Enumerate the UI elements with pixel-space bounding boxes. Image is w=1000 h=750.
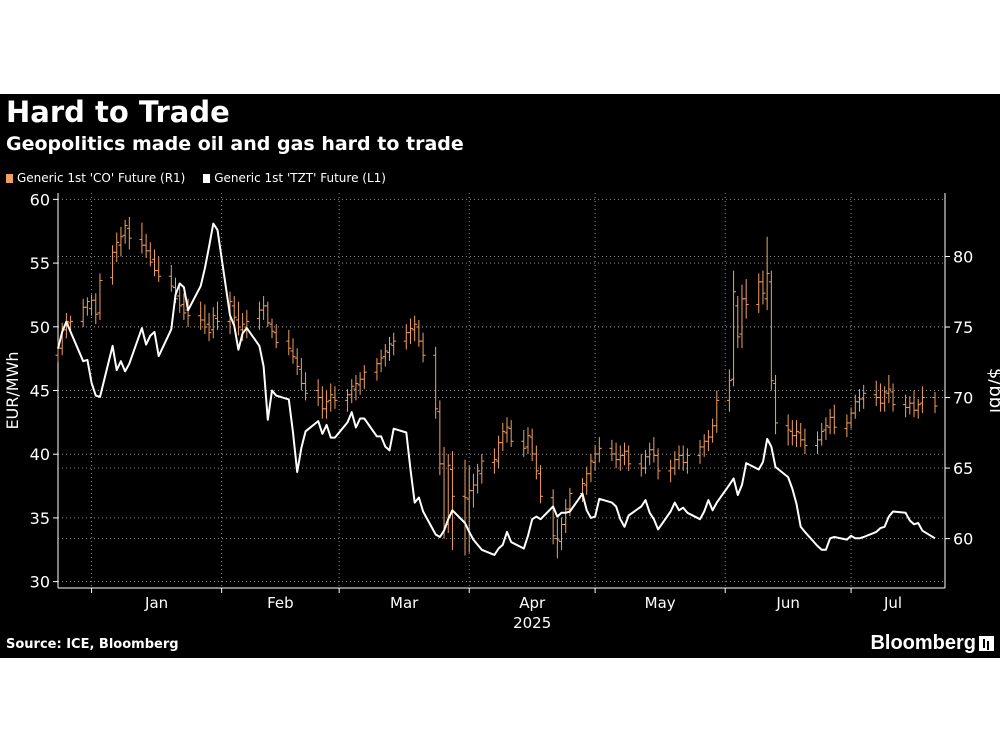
chart-title: Hard to Trade <box>6 95 230 129</box>
x-tick-label: Apr <box>519 594 546 612</box>
y-left-tick-label: 35 <box>30 509 50 528</box>
legend-item-tzt: Generic 1st 'TZT' Future (L1) <box>203 169 386 187</box>
bloomberg-icon <box>979 636 994 652</box>
legend-label-co: Generic 1st 'CO' Future (R1) <box>17 171 186 185</box>
x-tick-label: Jul <box>883 594 902 612</box>
y-left-tick-label: 30 <box>30 573 50 592</box>
legend-swatch-co <box>6 174 13 183</box>
y-right-tick-label: 70 <box>953 389 973 408</box>
y-left-tick-label: 45 <box>30 382 50 401</box>
x-tick-label: Mar <box>390 594 419 612</box>
y-left-axis-title: EUR/MWh <box>3 351 22 429</box>
legend-item-co: Generic 1st 'CO' Future (R1) <box>6 169 185 187</box>
y-left-tick-label: 40 <box>30 445 50 464</box>
series-line-tzt <box>57 222 936 556</box>
y-left-tick-label: 55 <box>30 254 50 273</box>
y-right-tick-label: 75 <box>953 318 973 337</box>
y-right-tick-label: 80 <box>953 247 973 266</box>
y-right-tick-label: 65 <box>953 459 973 478</box>
legend-swatch-tzt <box>203 174 211 183</box>
legend-label-tzt: Generic 1st 'TZT' Future (L1) <box>214 171 386 185</box>
x-tick-label: May <box>645 594 676 612</box>
x-tick-label: Feb <box>267 594 294 612</box>
y-left-tick-label: 60 <box>30 190 50 209</box>
y-right-tick-label: 60 <box>953 530 973 549</box>
y-left-tick-label: 50 <box>30 318 50 337</box>
source-note: Source: ICE, Bloomberg <box>6 637 179 652</box>
bloomberg-logo: Bloomberg <box>870 632 994 654</box>
chart-plot: 30 35 40 45 50 55 60 60 65 70 75 80 Jan Feb Mar Apr May J… <box>3 190 1000 629</box>
brand-text: Bloomberg <box>870 632 976 654</box>
x-year-label: 2025 <box>513 614 551 629</box>
chart-subtitle: Geopolitics made oil and gas hard to tra… <box>6 133 464 155</box>
x-tick-label: Jan <box>144 594 168 612</box>
chart-panel: Hard to Trade Geopolitics made oil and g… <box>0 94 1000 658</box>
y-right-axis-title: $/bbl <box>985 368 1000 413</box>
x-tick-label: Jun <box>775 594 799 612</box>
legend: Generic 1st 'CO' Future (R1) Generic 1st… <box>6 169 400 187</box>
